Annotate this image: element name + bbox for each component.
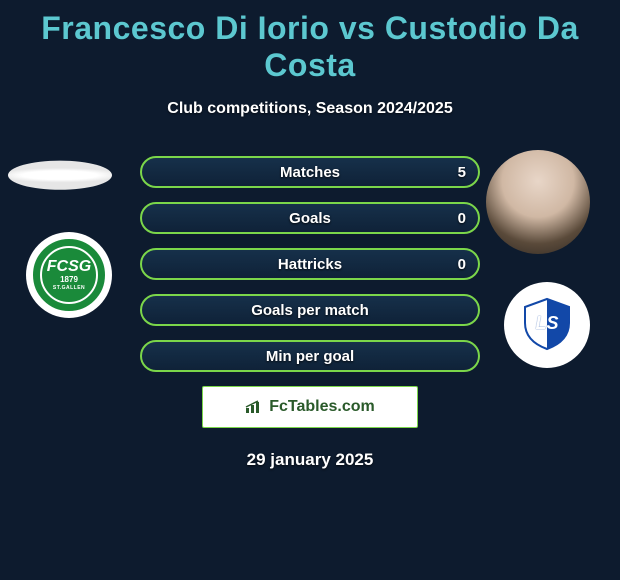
shield-icon: LS bbox=[517, 293, 577, 353]
date-label: 29 january 2025 bbox=[0, 450, 620, 470]
comparison-area: FCSG 1879 ST.GALLEN LS Matches5Goals0Hat… bbox=[0, 152, 620, 470]
stat-label: Hattricks bbox=[142, 256, 478, 273]
stat-label: Matches bbox=[142, 164, 478, 181]
player-right-avatar bbox=[486, 150, 590, 254]
club-left-logo: FCSG 1879 ST.GALLEN bbox=[26, 232, 112, 318]
page-title: Francesco Di Iorio vs Custodio Da Costa bbox=[0, 0, 620, 84]
player-left-avatar bbox=[8, 161, 112, 190]
svg-text:LS: LS bbox=[535, 313, 558, 333]
stat-label: Min per goal bbox=[142, 348, 478, 365]
stat-row: Min per goal bbox=[140, 340, 480, 372]
stat-bars: Matches5Goals0Hattricks0Goals per matchM… bbox=[140, 152, 480, 372]
chart-bars-icon bbox=[245, 400, 263, 414]
stat-row: Matches5 bbox=[140, 156, 480, 188]
stat-right-value: 5 bbox=[458, 164, 466, 181]
stat-label: Goals bbox=[142, 210, 478, 227]
stat-right-value: 0 bbox=[458, 210, 466, 227]
stat-row: Goals per match bbox=[140, 294, 480, 326]
stat-row: Goals0 bbox=[140, 202, 480, 234]
stat-label: Goals per match bbox=[142, 302, 478, 319]
site-name: FcTables.com bbox=[269, 398, 375, 416]
club-right-logo: LS bbox=[504, 282, 590, 368]
subtitle: Club competitions, Season 2024/2025 bbox=[0, 100, 620, 118]
stat-row: Hattricks0 bbox=[140, 248, 480, 280]
stat-right-value: 0 bbox=[458, 256, 466, 273]
site-badge: FcTables.com bbox=[202, 386, 418, 428]
